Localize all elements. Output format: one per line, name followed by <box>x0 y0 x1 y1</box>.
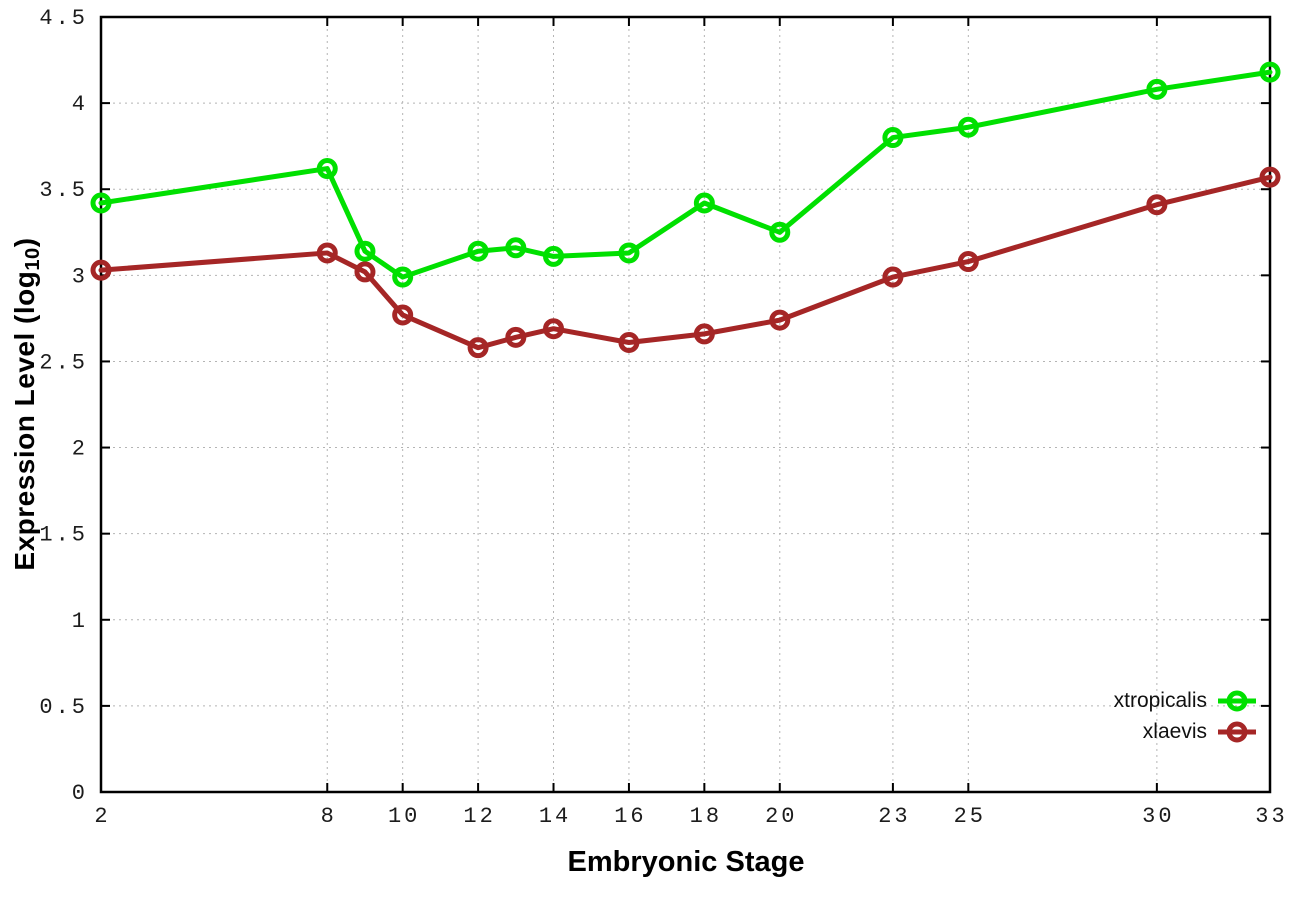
tick-labels: 0 0.5 1 1.5 2 2.5 3 3.5 4 4.5 2 8 10 12 14 16 18 20 23 25 30… <box>39 6 1287 829</box>
x-tick-label-10: 10 <box>388 804 420 829</box>
y-tick-label-1: 1 <box>72 609 88 634</box>
marker-xlaevis-stage-12 <box>467 337 489 359</box>
x-tick-label-2: 2 <box>94 804 110 829</box>
y-tick-label-0: 0 <box>72 781 88 806</box>
x-tick-label-20: 20 <box>765 804 797 829</box>
y-tick-label-2.5: 2.5 <box>39 350 88 375</box>
series-xlaevis <box>90 166 1281 359</box>
x-tick-label-14: 14 <box>539 804 571 829</box>
marker-xtropicalis-stage-10 <box>392 266 414 288</box>
legend-label-xtropicalis: xtropicalis <box>1113 688 1207 712</box>
marker-xlaevis-stage-20 <box>769 309 791 331</box>
marker-xtropicalis-stage-25 <box>957 116 979 138</box>
legend-item-xlaevis: xlaevis <box>1114 716 1258 747</box>
marker-xlaevis-stage-30 <box>1146 194 1168 216</box>
legend-marker-xtropicalis-icon <box>1218 690 1256 711</box>
marker-xlaevis-stage-14 <box>543 318 565 340</box>
x-axis-label: Embryonic Stage <box>567 846 805 878</box>
marker-xtropicalis-stage-13 <box>505 237 527 259</box>
x-tick-label-16: 16 <box>614 804 646 829</box>
marker-xtropicalis-stage-18 <box>693 192 715 214</box>
legend-item-xtropicalis: xtropicalis <box>1114 685 1258 716</box>
y-tick-label-3.5: 3.5 <box>39 178 88 203</box>
marker-xlaevis-stage-23 <box>882 266 904 288</box>
ticks <box>100 16 1271 793</box>
x-tick-label-23: 23 <box>878 804 910 829</box>
gridlines <box>100 16 1271 793</box>
y-tick-label-3: 3 <box>72 264 88 289</box>
marker-xtropicalis-stage-20 <box>769 221 791 243</box>
marker-xtropicalis-stage-14 <box>543 245 565 267</box>
y-tick-label-0.5: 0.5 <box>39 695 88 720</box>
y-axis-label-subscript: 10 <box>22 247 45 271</box>
marker-xlaevis-stage-9 <box>354 261 376 283</box>
legend-marker-xlaevis-icon <box>1218 721 1256 742</box>
marker-xlaevis-stage-2 <box>90 259 112 281</box>
y-tick-label-2: 2 <box>72 437 88 462</box>
marker-xtropicalis-stage-2 <box>90 192 112 214</box>
x-tick-label-25: 25 <box>954 804 986 829</box>
marker-xtropicalis-stage-9 <box>354 240 376 262</box>
y-tick-label-4.5: 4.5 <box>39 6 88 31</box>
y-tick-label-4: 4 <box>72 92 88 117</box>
x-tick-label-12: 12 <box>463 804 495 829</box>
legend-label-xlaevis: xlaevis <box>1142 719 1207 743</box>
x-tick-label-18: 18 <box>690 804 722 829</box>
marker-xtropicalis-stage-12 <box>467 240 489 262</box>
legend: xtropicalis xlaevis <box>1114 685 1258 747</box>
marker-xtropicalis-stage-8 <box>316 158 338 180</box>
x-tick-label-33: 33 <box>1255 804 1287 829</box>
plot-border <box>99 15 1272 794</box>
x-tick-label-30: 30 <box>1142 804 1174 829</box>
y-axis-label-text: Expression Level (log <box>8 270 40 571</box>
series-line-xlaevis <box>98 174 1273 351</box>
marker-xlaevis-stage-10 <box>392 304 414 326</box>
marker-xlaevis-stage-8 <box>316 242 338 264</box>
marker-xlaevis-stage-33 <box>1259 166 1281 188</box>
marker-xlaevis-stage-13 <box>505 326 527 348</box>
marker-xlaevis-stage-16 <box>618 332 640 353</box>
marker-xtropicalis-stage-16 <box>618 242 640 264</box>
y-tick-label-1.5: 1.5 <box>39 523 88 548</box>
marker-xtropicalis-stage-33 <box>1259 61 1281 83</box>
y-axis-label: Expression Level (log10) <box>9 237 45 570</box>
marker-xtropicalis-stage-23 <box>882 127 904 149</box>
x-tick-label-8: 8 <box>321 804 337 829</box>
series-xtropicalis <box>90 61 1281 288</box>
marker-xlaevis-stage-25 <box>957 251 979 273</box>
marker-xtropicalis-stage-30 <box>1146 78 1168 100</box>
y-axis-label-close: ) <box>8 237 40 248</box>
marker-xlaevis-stage-18 <box>693 323 715 345</box>
